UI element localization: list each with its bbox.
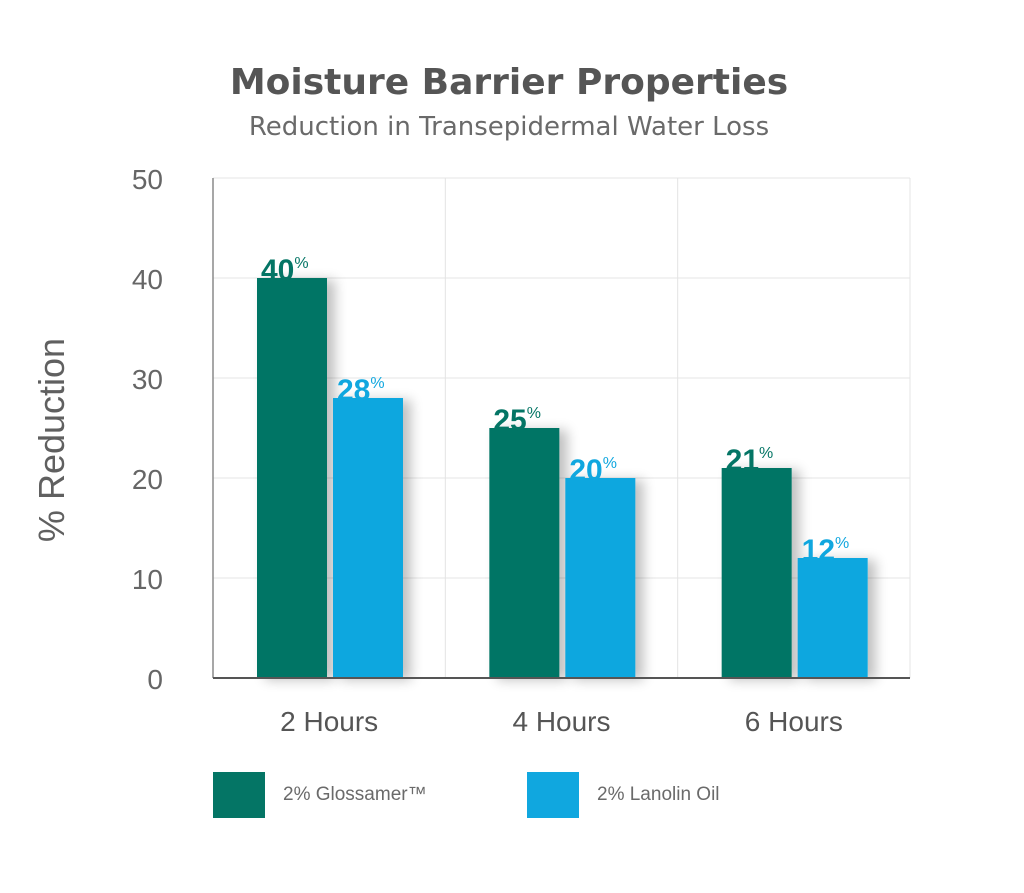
legend-label-glossamer: 2% Glossamer™ bbox=[283, 784, 427, 805]
data-label: 40% bbox=[261, 254, 309, 287]
data-label: 12% bbox=[802, 534, 850, 567]
x-tick-label: 6 Hours bbox=[745, 706, 843, 737]
chart-title: Moisture Barrier Properties bbox=[229, 62, 789, 103]
data-label: 28% bbox=[337, 374, 385, 407]
x-tick-label: 2 Hours bbox=[280, 706, 378, 737]
data-label: 21% bbox=[726, 444, 774, 477]
y-tick-label: 30 bbox=[132, 364, 163, 395]
bar bbox=[257, 278, 327, 678]
legend-item-lanolin: 2% Lanolin Oil bbox=[527, 772, 720, 818]
y-tick-label: 20 bbox=[132, 464, 163, 495]
legend-item-glossamer: 2% Glossamer™ bbox=[213, 772, 427, 818]
data-label: 25% bbox=[493, 404, 541, 437]
bar bbox=[721, 468, 792, 678]
legend-swatch-lanolin bbox=[527, 772, 579, 818]
bar bbox=[797, 558, 868, 678]
chart-subtitle: Reduction in Transepidermal Water Loss bbox=[248, 112, 770, 142]
legend-label-lanolin: 2% Lanolin Oil bbox=[597, 784, 720, 805]
data-label: 20% bbox=[569, 454, 617, 487]
bar bbox=[333, 398, 403, 678]
y-tick-label: 10 bbox=[132, 564, 163, 595]
bar bbox=[565, 478, 636, 678]
legend-swatch-glossamer bbox=[213, 772, 265, 818]
bar bbox=[489, 428, 560, 678]
x-tick-label: 4 Hours bbox=[512, 706, 610, 737]
y-tick-label: 50 bbox=[132, 164, 163, 195]
y-tick-label: 40 bbox=[132, 264, 163, 295]
y-tick-label: 0 bbox=[147, 664, 163, 695]
